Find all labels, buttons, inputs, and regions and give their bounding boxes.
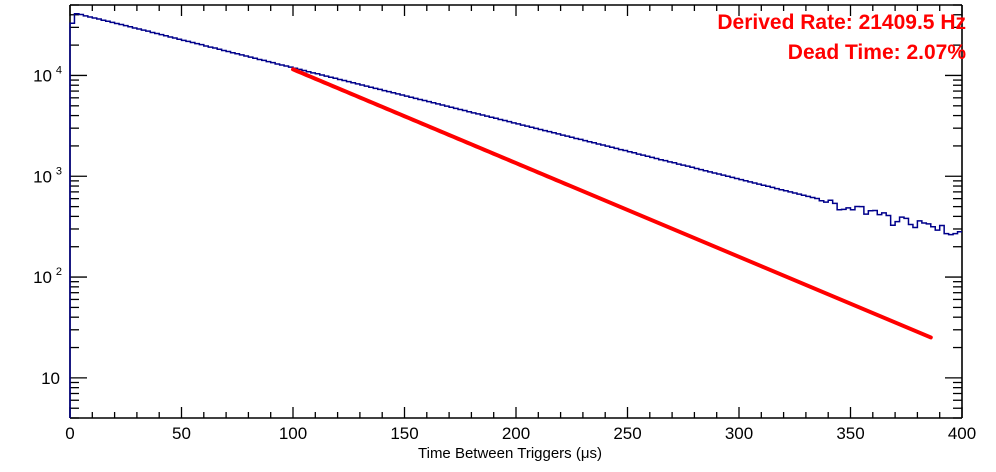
svg-text:10: 10 (33, 167, 52, 186)
x-tick-label: 200 (502, 424, 530, 443)
y-tick-label: 10 2 (33, 266, 62, 287)
x-tick-label: 300 (725, 424, 753, 443)
svg-text:3: 3 (56, 165, 62, 177)
y-tick-label: 10 (41, 369, 60, 388)
svg-text:10: 10 (33, 268, 52, 287)
x-tick-label: 100 (279, 424, 307, 443)
exponential-fit-series (291, 67, 933, 340)
x-tick-label: 150 (390, 424, 418, 443)
svg-text:10: 10 (33, 66, 52, 85)
x-tick-label: 350 (836, 424, 864, 443)
y-axis-tick-labels: 10 10 2 10 3 10 4 (33, 64, 62, 387)
x-tick-label: 250 (613, 424, 641, 443)
x-tick-label: 0 (65, 424, 74, 443)
x-axis-title: Time Between Triggers (μs) (418, 445, 602, 462)
x-tick-label: 50 (172, 424, 191, 443)
y-tick-label: 10 4 (33, 64, 62, 85)
x-axis-ticks (69, 5, 963, 418)
y-axis-ticks (70, 4, 962, 419)
histogram-series (69, 12, 962, 418)
x-axis-tick-labels: 0 50 100 150 200 250 300 350 400 (65, 424, 976, 443)
svg-text:10: 10 (41, 369, 60, 388)
svg-text:2: 2 (56, 266, 62, 278)
x-tick-label: 400 (948, 424, 976, 443)
y-tick-label: 10 3 (33, 165, 62, 186)
svg-text:4: 4 (56, 64, 62, 76)
